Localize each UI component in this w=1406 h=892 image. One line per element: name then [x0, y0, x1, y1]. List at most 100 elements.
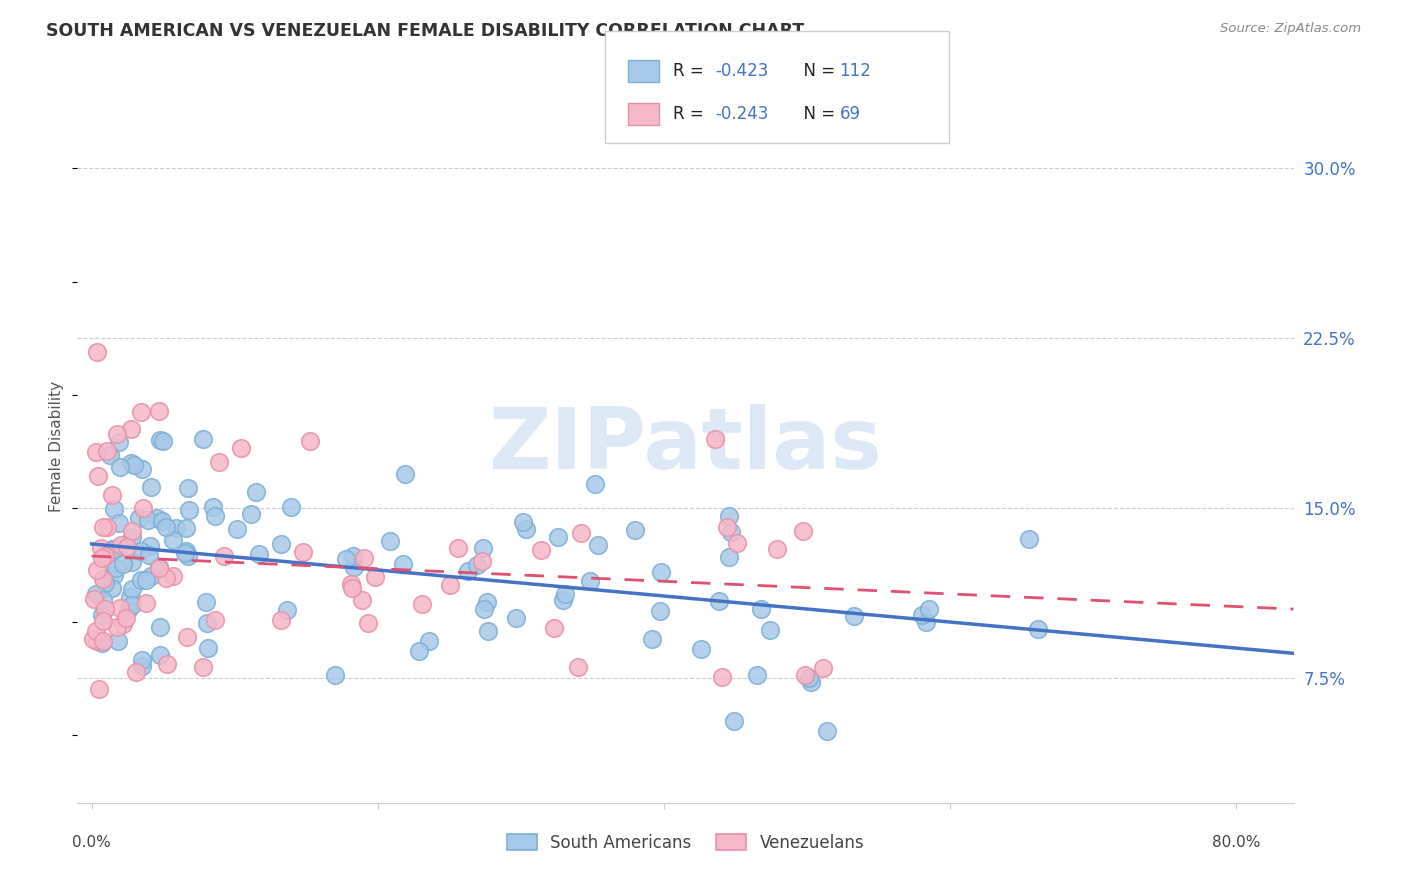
Text: 80.0%: 80.0%: [1212, 835, 1260, 849]
Point: [121, 530, 143, 544]
Point: [91, 636, 114, 650]
Point: [204, 613, 226, 627]
Legend: South Americans, Venezuelans: South Americans, Venezuelans: [501, 828, 870, 859]
Point: [156, 657, 179, 671]
Point: [148, 559, 170, 574]
Point: [100, 488, 122, 502]
Point: [94, 549, 117, 563]
Point: [103, 568, 125, 582]
Point: [105, 426, 128, 441]
Point: [135, 573, 157, 587]
Point: [512, 516, 534, 530]
Point: [392, 557, 415, 571]
Point: [723, 714, 745, 728]
Point: [121, 582, 143, 596]
Point: [1018, 532, 1040, 546]
Point: [179, 503, 201, 517]
Point: [465, 558, 488, 572]
Point: [129, 574, 152, 588]
Point: [155, 571, 177, 585]
Point: [111, 616, 134, 631]
Point: [94, 576, 117, 591]
Text: 0.0%: 0.0%: [72, 835, 111, 849]
Text: SOUTH AMERICAN VS VENEZUELAN FEMALE DISABILITY CORRELATION CHART: SOUTH AMERICAN VS VENEZUELAN FEMALE DISA…: [46, 22, 804, 40]
Point: [569, 526, 592, 541]
Point: [149, 648, 172, 662]
Point: [792, 524, 814, 538]
Point: [177, 549, 200, 563]
Point: [84, 445, 107, 459]
Point: [110, 539, 132, 553]
Point: [917, 602, 939, 616]
Point: [794, 668, 817, 682]
Point: [759, 623, 782, 637]
Point: [115, 540, 138, 554]
Point: [650, 604, 672, 618]
Point: [749, 602, 772, 616]
Point: [195, 615, 218, 630]
Point: [105, 620, 128, 634]
Point: [155, 520, 177, 534]
Point: [91, 615, 114, 629]
Point: [91, 572, 114, 586]
Point: [911, 607, 934, 622]
Point: [475, 594, 498, 608]
Text: ZIPatlas: ZIPatlas: [488, 404, 883, 488]
Point: [87, 681, 110, 696]
Text: -0.423: -0.423: [716, 62, 769, 80]
Point: [350, 592, 373, 607]
Point: [842, 609, 865, 624]
Point: [418, 633, 440, 648]
Point: [214, 549, 236, 563]
Point: [765, 542, 787, 557]
Point: [131, 462, 153, 476]
Point: [815, 724, 838, 739]
Point: [104, 561, 127, 575]
Point: [690, 642, 713, 657]
Point: [128, 511, 150, 525]
Point: [121, 598, 143, 612]
Point: [131, 653, 153, 667]
Point: [100, 541, 122, 556]
Point: [343, 560, 366, 574]
Text: N =: N =: [793, 105, 841, 123]
Point: [505, 611, 527, 625]
Point: [717, 550, 740, 565]
Point: [177, 481, 200, 495]
Point: [129, 404, 152, 418]
Point: [725, 536, 748, 550]
Point: [86, 469, 108, 483]
Point: [152, 434, 174, 449]
Point: [91, 520, 114, 534]
Point: [439, 578, 461, 592]
Point: [108, 516, 131, 531]
Point: [139, 480, 162, 494]
Point: [96, 520, 118, 534]
Point: [86, 563, 108, 577]
Point: [709, 593, 731, 607]
Point: [342, 582, 364, 596]
Point: [165, 521, 187, 535]
Point: [121, 524, 143, 538]
Point: [364, 570, 387, 584]
Point: [148, 404, 170, 418]
Point: [96, 443, 118, 458]
Point: [86, 633, 108, 648]
Point: [240, 507, 263, 521]
Point: [121, 555, 143, 569]
Point: [84, 587, 107, 601]
Point: [86, 345, 108, 359]
Point: [276, 603, 298, 617]
Point: [411, 597, 433, 611]
Point: [125, 665, 148, 679]
Point: [720, 524, 742, 539]
Point: [108, 434, 131, 449]
Text: Source: ZipAtlas.com: Source: ZipAtlas.com: [1220, 22, 1361, 36]
Point: [93, 634, 115, 648]
Point: [471, 541, 494, 555]
Point: [553, 593, 575, 607]
Point: [1026, 622, 1049, 636]
Point: [547, 530, 569, 544]
Point: [641, 632, 664, 647]
Point: [204, 508, 226, 523]
